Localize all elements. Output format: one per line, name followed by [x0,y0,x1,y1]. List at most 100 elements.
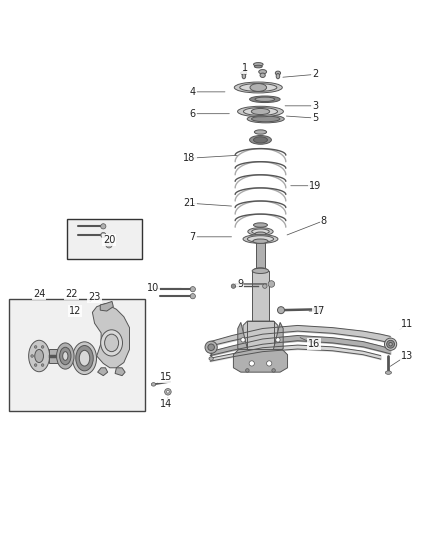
Ellipse shape [234,82,283,93]
Text: 21: 21 [183,198,195,208]
Ellipse shape [251,116,280,122]
Ellipse shape [209,357,213,360]
Text: 15: 15 [159,372,172,382]
Ellipse shape [34,364,37,366]
Polygon shape [100,302,113,311]
Ellipse shape [276,74,280,79]
Bar [9,299,145,411]
Ellipse shape [254,65,262,68]
Ellipse shape [250,84,267,92]
Ellipse shape [79,350,90,366]
Ellipse shape [241,71,247,75]
Ellipse shape [244,108,278,116]
Ellipse shape [250,96,280,102]
Ellipse shape [237,106,283,117]
Ellipse shape [272,369,276,372]
Ellipse shape [389,343,392,346]
Ellipse shape [190,294,195,299]
Ellipse shape [28,340,49,372]
Ellipse shape [248,228,273,236]
Ellipse shape [247,115,284,123]
Ellipse shape [101,232,106,238]
Ellipse shape [76,345,93,371]
Ellipse shape [254,137,268,143]
Ellipse shape [41,364,44,366]
Ellipse shape [255,97,275,101]
Text: 12: 12 [69,306,81,316]
Ellipse shape [267,361,272,366]
Ellipse shape [385,338,397,350]
Ellipse shape [208,344,215,351]
Ellipse shape [260,73,265,77]
Ellipse shape [276,71,281,75]
Ellipse shape [166,391,169,393]
Polygon shape [243,321,278,345]
Ellipse shape [63,352,68,360]
Ellipse shape [252,229,269,234]
Ellipse shape [165,389,171,395]
Text: 24: 24 [33,288,45,298]
Ellipse shape [254,223,268,227]
Ellipse shape [101,330,123,356]
Ellipse shape [246,369,249,372]
Ellipse shape [151,383,155,386]
Text: 18: 18 [183,153,195,163]
Text: 19: 19 [309,181,321,191]
Ellipse shape [249,361,254,366]
Ellipse shape [242,74,246,79]
Text: 20: 20 [103,235,115,245]
Polygon shape [238,322,247,354]
Bar [49,350,66,362]
Text: 10: 10 [146,284,159,293]
Polygon shape [115,368,125,376]
Text: 22: 22 [65,288,78,298]
Ellipse shape [276,338,280,342]
Ellipse shape [231,284,236,288]
Ellipse shape [190,287,195,292]
Ellipse shape [278,306,285,313]
Text: 7: 7 [190,232,196,242]
Ellipse shape [205,341,217,353]
Ellipse shape [314,306,321,312]
Ellipse shape [31,354,33,357]
Ellipse shape [250,135,272,144]
Text: 16: 16 [308,339,320,349]
Ellipse shape [106,241,112,248]
Text: 4: 4 [190,87,196,97]
Polygon shape [92,304,130,368]
Ellipse shape [73,342,96,375]
Ellipse shape [251,108,270,115]
Text: 8: 8 [321,216,327,225]
Ellipse shape [105,334,119,352]
Text: 9: 9 [237,279,243,289]
Bar [247,321,274,354]
Ellipse shape [255,232,266,236]
Ellipse shape [101,224,106,229]
Ellipse shape [241,338,245,342]
Ellipse shape [247,236,274,243]
Ellipse shape [254,268,267,272]
Ellipse shape [243,235,278,244]
Text: 17: 17 [313,306,325,316]
Ellipse shape [253,239,268,244]
Polygon shape [233,350,288,372]
Ellipse shape [240,84,277,92]
Text: 23: 23 [88,292,101,302]
Text: 11: 11 [401,319,413,329]
Text: 5: 5 [312,113,318,123]
Ellipse shape [254,130,267,134]
Ellipse shape [387,340,395,348]
Ellipse shape [57,343,74,369]
Ellipse shape [385,371,392,374]
Ellipse shape [259,70,267,74]
Ellipse shape [252,268,269,273]
Ellipse shape [41,345,44,348]
Text: 2: 2 [312,69,318,79]
Ellipse shape [35,350,43,362]
Text: 1: 1 [242,63,248,73]
Polygon shape [274,322,283,354]
Ellipse shape [60,348,71,365]
Text: 3: 3 [312,101,318,111]
Text: 13: 13 [401,351,413,360]
Bar [67,220,142,259]
